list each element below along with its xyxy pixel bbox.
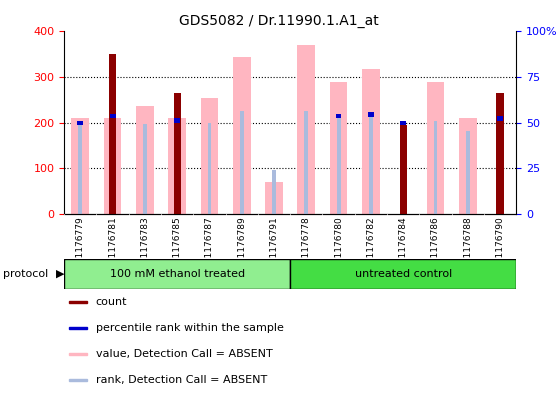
Bar (174, 118, 180, 123)
Bar (110, 114, 116, 118)
Bar (297, 45, 315, 214)
Text: GSM1176789: GSM1176789 (237, 217, 246, 277)
Text: rank, Detection Call = ABSENT: rank, Detection Call = ABSENT (96, 375, 267, 385)
Bar (69, 327, 87, 329)
Bar (336, 114, 341, 118)
Bar (369, 115, 373, 214)
Bar (169, 118, 186, 214)
Text: GSM1176781: GSM1176781 (108, 217, 117, 277)
Bar (459, 118, 477, 214)
Bar (64, 259, 290, 289)
Text: GSM1176790: GSM1176790 (496, 217, 504, 277)
Bar (143, 124, 147, 214)
Bar (272, 170, 276, 214)
Bar (109, 54, 116, 214)
Bar (400, 121, 406, 125)
Text: GSM1176782: GSM1176782 (367, 217, 376, 277)
Text: count: count (96, 297, 127, 307)
Bar (78, 123, 82, 214)
Bar (208, 123, 211, 214)
Text: GSM1176778: GSM1176778 (302, 217, 311, 277)
Text: GSM1176779: GSM1176779 (76, 217, 85, 277)
Bar (497, 116, 503, 121)
Text: percentile rank within the sample: percentile rank within the sample (96, 323, 283, 333)
Text: ▶: ▶ (56, 269, 65, 279)
Bar (110, 116, 114, 214)
Bar (71, 118, 89, 214)
Bar (265, 182, 283, 214)
Bar (78, 121, 83, 125)
Text: GSM1176780: GSM1176780 (334, 217, 343, 277)
Text: untreated control: untreated control (354, 269, 452, 279)
Bar (336, 116, 340, 214)
Bar (400, 125, 407, 214)
Text: GSM1176788: GSM1176788 (463, 217, 472, 277)
Bar (69, 379, 87, 381)
Bar (290, 259, 516, 289)
Bar (69, 301, 87, 303)
Bar (136, 106, 154, 214)
Bar (426, 82, 444, 214)
Text: protocol: protocol (3, 269, 48, 279)
Text: GSM1176786: GSM1176786 (431, 217, 440, 277)
Text: 100 mM ethanol treated: 100 mM ethanol treated (109, 269, 245, 279)
Text: GSM1176787: GSM1176787 (205, 217, 214, 277)
Bar (497, 93, 503, 214)
Text: GSM1176791: GSM1176791 (270, 217, 278, 277)
Text: GSM1176783: GSM1176783 (141, 217, 150, 277)
Bar (434, 121, 437, 214)
Text: GSM1176785: GSM1176785 (172, 217, 182, 277)
Text: GSM1176784: GSM1176784 (398, 217, 408, 277)
Bar (69, 353, 87, 355)
Bar (368, 112, 374, 117)
Bar (330, 82, 348, 214)
Bar (104, 118, 122, 214)
Bar (174, 93, 181, 214)
Bar (233, 57, 251, 214)
Bar (200, 98, 218, 214)
Bar (362, 69, 380, 214)
Text: value, Detection Call = ABSENT: value, Detection Call = ABSENT (96, 349, 272, 359)
Text: GDS5082 / Dr.11990.1.A1_at: GDS5082 / Dr.11990.1.A1_at (179, 14, 379, 28)
Bar (175, 121, 179, 214)
Bar (466, 131, 470, 214)
Bar (304, 111, 308, 214)
Bar (240, 111, 244, 214)
